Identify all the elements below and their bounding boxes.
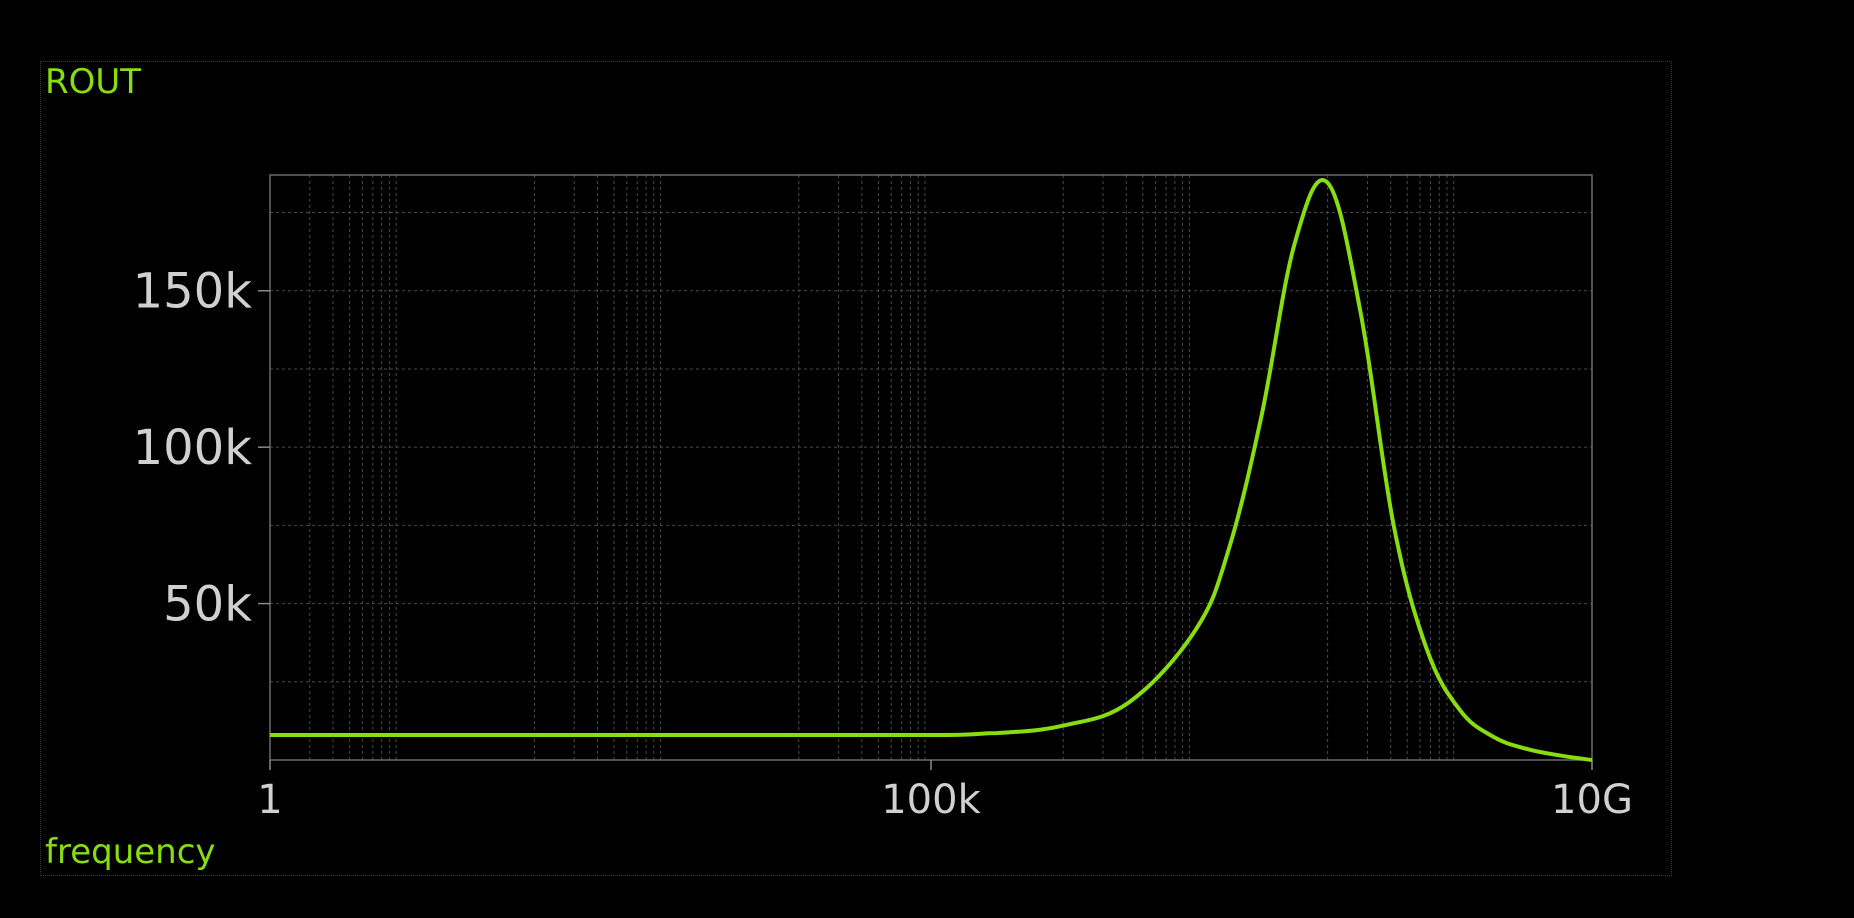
- y-tick-label: 100k: [133, 420, 253, 476]
- plot-frame: [40, 61, 1672, 876]
- series-line: [270, 178, 1593, 762]
- x-tick-label: 1: [257, 777, 282, 823]
- y-tick-label: 50k: [163, 577, 252, 633]
- x-tick-label: 100k: [881, 777, 981, 823]
- y-tick-label: 150k: [133, 264, 253, 320]
- signal-label: ROUT: [45, 62, 142, 102]
- series-group: [269, 178, 1593, 762]
- grid: [270, 175, 1592, 760]
- x-tick-label: 10G: [1551, 777, 1633, 823]
- y-axis-ticks: 50k 100k 150k: [133, 264, 270, 633]
- plot-area: [269, 174, 1593, 761]
- x-axis-label: frequency: [45, 832, 216, 872]
- x-axis-ticks: 1 100k 10G: [257, 760, 1633, 823]
